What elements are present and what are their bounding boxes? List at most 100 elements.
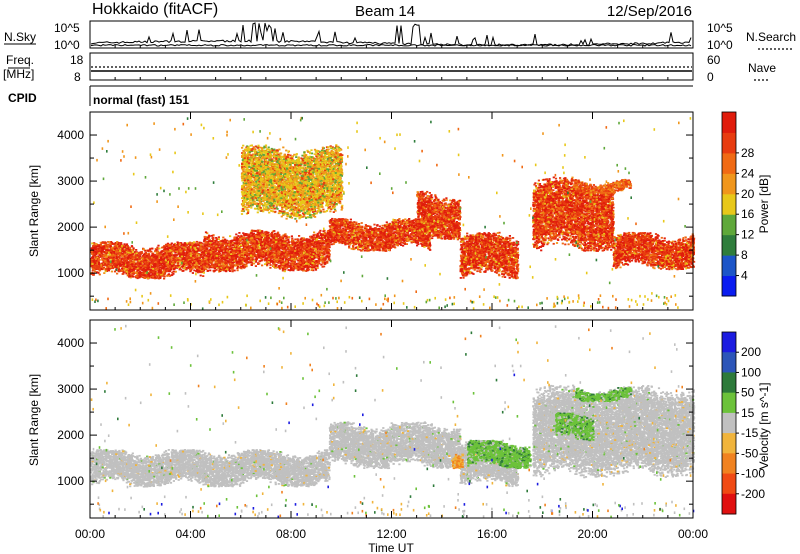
power-cell: [324, 232, 326, 234]
power-cell: [159, 259, 161, 261]
power-cell: [135, 266, 137, 268]
power-cell: [116, 257, 118, 259]
power-cell: [150, 269, 152, 271]
power-cell: [269, 267, 271, 269]
power-cell: [262, 243, 264, 245]
power-cell: [200, 254, 202, 256]
power-cell: [127, 252, 129, 254]
power-cell: [324, 237, 326, 239]
power-cell: [186, 258, 188, 260]
power-cell: [154, 265, 156, 267]
power-cell: [186, 244, 188, 246]
power-cell: [253, 230, 255, 232]
power-cell: [196, 241, 198, 243]
power-cell: [116, 265, 118, 267]
power-cell: [196, 271, 198, 273]
power-cell: [242, 232, 244, 234]
power-panel: 1000200030004000 Slant Range [km] 481216…: [27, 112, 771, 310]
power-cell: [322, 248, 324, 250]
power-cell: [123, 259, 125, 261]
cpid-panel: CPID normal (fast) 151: [8, 86, 693, 107]
power-cell: [95, 246, 97, 248]
power-cell: [278, 251, 280, 253]
power-cell: [182, 244, 184, 246]
power-cell: [94, 265, 96, 267]
power-cell: [149, 249, 151, 251]
power-cell: [93, 261, 95, 263]
power-cell: [103, 267, 105, 269]
power-cell: [123, 250, 125, 252]
station-title: Hokkaido (fitACF): [92, 1, 218, 18]
power-cell: [194, 256, 196, 258]
power-cell: [253, 263, 255, 265]
power-cell: [319, 230, 321, 232]
power-cell: [270, 238, 272, 240]
beam-title: Beam 14: [355, 3, 415, 20]
power-cell: [139, 275, 141, 277]
power-cell: [114, 248, 116, 250]
power-cell: [232, 271, 234, 273]
power-cell: [280, 247, 282, 249]
power-cell: [261, 265, 263, 267]
nave-label: Nave: [748, 61, 776, 75]
power-cell: [144, 265, 146, 267]
power-cell: [154, 256, 156, 258]
power-cell: [148, 273, 150, 275]
power-cell: [117, 243, 119, 245]
power-cell: [143, 271, 145, 273]
power-cell: [173, 262, 175, 264]
power-cell: [124, 258, 126, 260]
power-cell: [214, 270, 216, 272]
power-cell: [154, 264, 156, 266]
power-cell: [143, 268, 145, 270]
power-cell: [104, 242, 106, 244]
cpid-label: CPID: [8, 91, 37, 105]
power-cell: [204, 236, 206, 238]
sky-left-tick-low: 10^0: [54, 38, 80, 52]
power-cell: [293, 244, 295, 246]
search-noise-trace: [91, 45, 691, 47]
power-cell: [162, 246, 164, 248]
power-cell: [113, 257, 115, 259]
power-cell: [145, 259, 147, 261]
power-cell: [162, 267, 164, 269]
power-cell: [129, 270, 131, 272]
power-cell: [126, 262, 128, 264]
date-title: 12/Sep/2016: [607, 3, 692, 20]
sky-left-tick-high: 10^5: [54, 21, 80, 35]
power-cell: [293, 254, 295, 256]
power-cell: [266, 261, 268, 263]
power-cell: [201, 262, 203, 264]
sky-noise-trace: [91, 23, 691, 46]
power-cell: [178, 249, 180, 251]
power-cell: [171, 258, 173, 260]
power-cell: [161, 250, 163, 252]
power-cell: [116, 249, 118, 251]
power-cell: [168, 270, 170, 272]
power-cell: [127, 258, 129, 260]
power-cell: [319, 237, 321, 239]
power-cell: [191, 258, 193, 260]
sky-right-tick-low: 10^0: [707, 38, 733, 52]
power-cell: [105, 258, 107, 260]
power-cell: [95, 260, 97, 262]
power-cell: [114, 271, 116, 273]
power-cell: [328, 258, 330, 260]
power-cell: [156, 256, 158, 258]
power-cell: [120, 242, 122, 244]
power-cell: [167, 266, 169, 268]
power-cell: [93, 269, 95, 271]
power-cell: [163, 263, 165, 265]
power-cell: [171, 243, 173, 245]
power-cell: [149, 259, 151, 261]
freq-unit-label: [MHz]: [3, 67, 34, 81]
power-cell: [133, 266, 135, 268]
power-cell: [157, 245, 159, 247]
power-cell: [181, 249, 183, 251]
power-cell: [169, 255, 171, 257]
power-cell: [175, 271, 177, 273]
power-cell: [91, 251, 93, 253]
power-cell: [132, 273, 134, 275]
power-cell: [174, 259, 176, 261]
power-cell: [110, 250, 112, 252]
